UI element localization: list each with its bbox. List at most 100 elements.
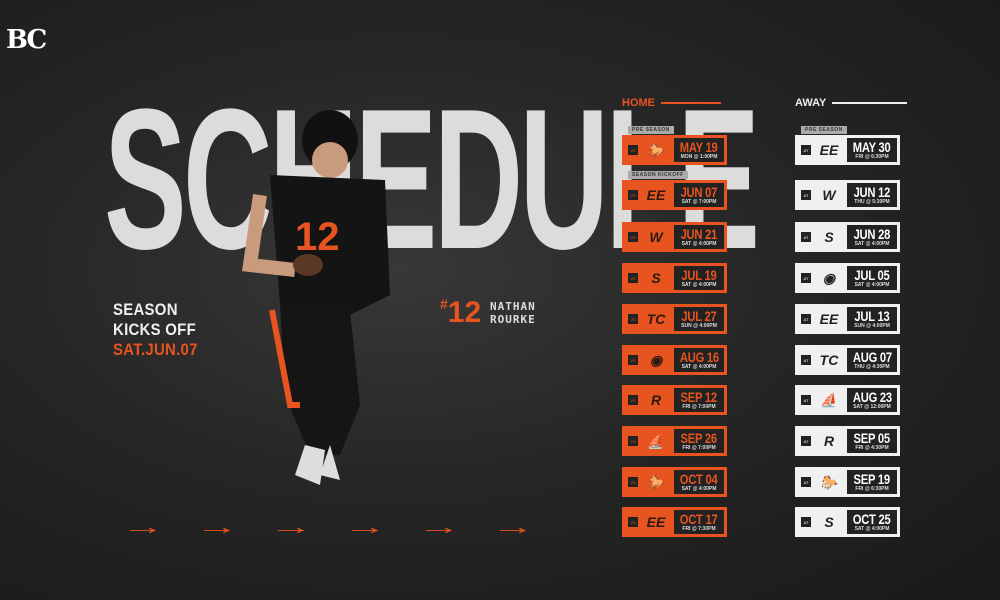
away-game-card: AT ◉ JUL 05 SAT @ 4:00PM xyxy=(795,263,900,293)
kickoff-line2: KICKS OFF xyxy=(113,320,196,339)
prefix-badge: VS xyxy=(628,355,638,365)
date-box: JUN 28 SAT @ 4:00PM xyxy=(847,225,897,249)
game-date: AUG 07 xyxy=(852,349,892,365)
game-date: SEP 05 xyxy=(853,430,891,446)
prefix-badge: AT xyxy=(801,232,811,242)
alouettes-logo-icon: ◉ xyxy=(649,351,663,368)
game-date: AUG 23 xyxy=(852,389,892,405)
elks-logo-icon: EE xyxy=(646,187,666,203)
game-time: MON @ 1:00PM xyxy=(680,154,718,160)
game-date: JUN 12 xyxy=(853,184,891,200)
roughriders-logo-icon: S xyxy=(824,514,834,530)
game-time: SAT @ 4:00PM xyxy=(681,282,717,288)
game-time: FRI @ 6:30PM xyxy=(855,486,889,492)
game-date: JUN 28 xyxy=(853,226,891,242)
game-time: SAT @ 4:00PM xyxy=(681,241,717,247)
arrow-icon: → xyxy=(195,514,239,539)
game-date: SEP 19 xyxy=(853,471,891,487)
home-game-card: VS ◉ AUG 16 SAT @ 4:00PM xyxy=(622,345,727,375)
game-tag: PRE SEASON xyxy=(628,126,674,134)
player-name: NATHAN ROURKE xyxy=(490,300,536,326)
alouettes-logo-icon: ◉ xyxy=(822,269,836,286)
elks-logo-icon: EE xyxy=(819,142,839,158)
arrow-icon: → xyxy=(121,514,165,539)
away-game-card: AT 🐎 SEP 19 FRI @ 6:30PM xyxy=(795,467,900,497)
home-game-card: VS R SEP 12 FRI @ 7:00PM xyxy=(622,385,727,415)
game-date: JUL 19 xyxy=(681,267,717,283)
prefix-badge: AT xyxy=(801,314,811,324)
game-time: SAT @ 4:00PM xyxy=(854,241,890,247)
game-time: SAT @ 7:00PM xyxy=(681,199,717,205)
game-date: SEP 12 xyxy=(680,389,718,405)
stampeders-logo-icon: 🐎 xyxy=(647,141,665,158)
game-time: SAT @ 4:00PM xyxy=(854,282,890,288)
player-photo: 12 xyxy=(242,110,390,485)
away-game-card: AT S OCT 25 SAT @ 4:00PM xyxy=(795,507,900,537)
arrow-icon: → xyxy=(417,514,461,539)
redblacks-logo-icon: R xyxy=(823,433,835,449)
home-game-card: PRE SEASON VS 🐎 MAY 19 MON @ 1:00PM xyxy=(622,126,727,165)
elks-logo-icon: EE xyxy=(819,311,839,327)
game-date: JUN 07 xyxy=(680,184,718,200)
home-game-card: VS ⛵ SEP 26 FRI @ 7:00PM xyxy=(622,426,727,456)
prefix-badge: AT xyxy=(801,145,811,155)
date-box: SEP 12 FRI @ 7:00PM xyxy=(674,388,724,412)
home-game-card: VS S JUL 19 SAT @ 4:00PM xyxy=(622,263,727,293)
game-tag: SEASON KICKOFF xyxy=(628,171,688,179)
date-box: MAY 19 MON @ 1:00PM xyxy=(674,138,724,162)
redblacks-logo-icon: R xyxy=(650,392,662,408)
game-time: THU @ 4:30PM xyxy=(854,364,890,370)
date-box: AUG 07 THU @ 4:30PM xyxy=(847,348,897,372)
blue-bombers-logo-icon: W xyxy=(822,187,836,203)
kickoff-line1: SEASON xyxy=(113,300,178,319)
home-heading: HOME xyxy=(622,97,721,109)
game-time: FRI @ 7:00PM xyxy=(682,445,716,451)
date-box: JUL 13 SUN @ 4:00PM xyxy=(847,307,897,331)
bc-lions-logo: BC xyxy=(6,25,47,55)
game-date: AUG 16 xyxy=(679,349,719,365)
home-game-card: VS EE OCT 17 FRI @ 7:30PM xyxy=(622,507,727,537)
away-heading: AWAY xyxy=(795,97,908,109)
date-box: OCT 17 FRI @ 7:30PM xyxy=(674,510,724,534)
prefix-badge: AT xyxy=(801,436,811,446)
prefix-badge: VS xyxy=(628,477,638,487)
game-time: FRI @ 7:30PM xyxy=(682,526,716,532)
date-box: JUL 27 SUN @ 4:00PM xyxy=(674,307,724,331)
game-tag: PRE SEASON xyxy=(801,126,847,134)
date-box: SEP 26 FRI @ 7:00PM xyxy=(674,429,724,453)
game-date: SEP 26 xyxy=(680,430,718,446)
game-time: SAT @ 4:00PM xyxy=(854,526,890,532)
date-box: SEP 19 FRI @ 6:30PM xyxy=(847,470,897,494)
roughriders-logo-icon: S xyxy=(651,270,661,286)
stampeders-logo-icon: 🐎 xyxy=(820,473,838,490)
game-time: THU @ 5:30PM xyxy=(854,199,890,205)
home-game-card: VS W JUN 21 SAT @ 4:00PM xyxy=(622,222,727,252)
svg-text:12: 12 xyxy=(295,215,340,259)
game-time: FRI @ 4:30PM xyxy=(855,445,889,451)
prefix-badge: VS xyxy=(628,436,638,446)
game-time: SUN @ 4:00PM xyxy=(681,323,717,329)
stampeders-logo-icon: 🐎 xyxy=(647,473,665,490)
date-box: JUL 19 SAT @ 4:00PM xyxy=(674,266,724,290)
date-box: JUN 21 SAT @ 4:00PM xyxy=(674,225,724,249)
kickoff-text: SEASON KICKS OFF SAT.JUN.07 xyxy=(113,300,198,360)
game-time: FRI @ 6:30PM xyxy=(855,154,889,160)
home-game-card: VS TC JUL 27 SUN @ 4:00PM xyxy=(622,304,727,334)
game-date: MAY 19 xyxy=(680,139,718,155)
blue-bombers-logo-icon: W xyxy=(649,229,663,245)
game-time: SAT @ 12:00PM xyxy=(853,404,891,410)
home-game-card: VS 🐎 OCT 04 SAT @ 4:00PM xyxy=(622,467,727,497)
date-box: AUG 16 SAT @ 4:00PM xyxy=(674,348,724,372)
away-game-card: PRE SEASON AT EE MAY 30 FRI @ 6:30PM xyxy=(795,126,900,165)
elks-logo-icon: EE xyxy=(646,514,666,530)
away-game-card: AT EE JUL 13 SUN @ 4:00PM xyxy=(795,304,900,334)
game-time: SAT @ 4:00PM xyxy=(681,364,717,370)
away-game-card: AT R SEP 05 FRI @ 4:30PM xyxy=(795,426,900,456)
game-date: OCT 25 xyxy=(853,511,891,527)
date-box: AUG 23 SAT @ 12:00PM xyxy=(847,388,897,412)
arrow-icon: → xyxy=(343,514,387,539)
date-box: JUL 05 SAT @ 4:00PM xyxy=(847,266,897,290)
date-box: SEP 05 FRI @ 4:30PM xyxy=(847,429,897,453)
game-date: JUL 13 xyxy=(854,308,890,324)
